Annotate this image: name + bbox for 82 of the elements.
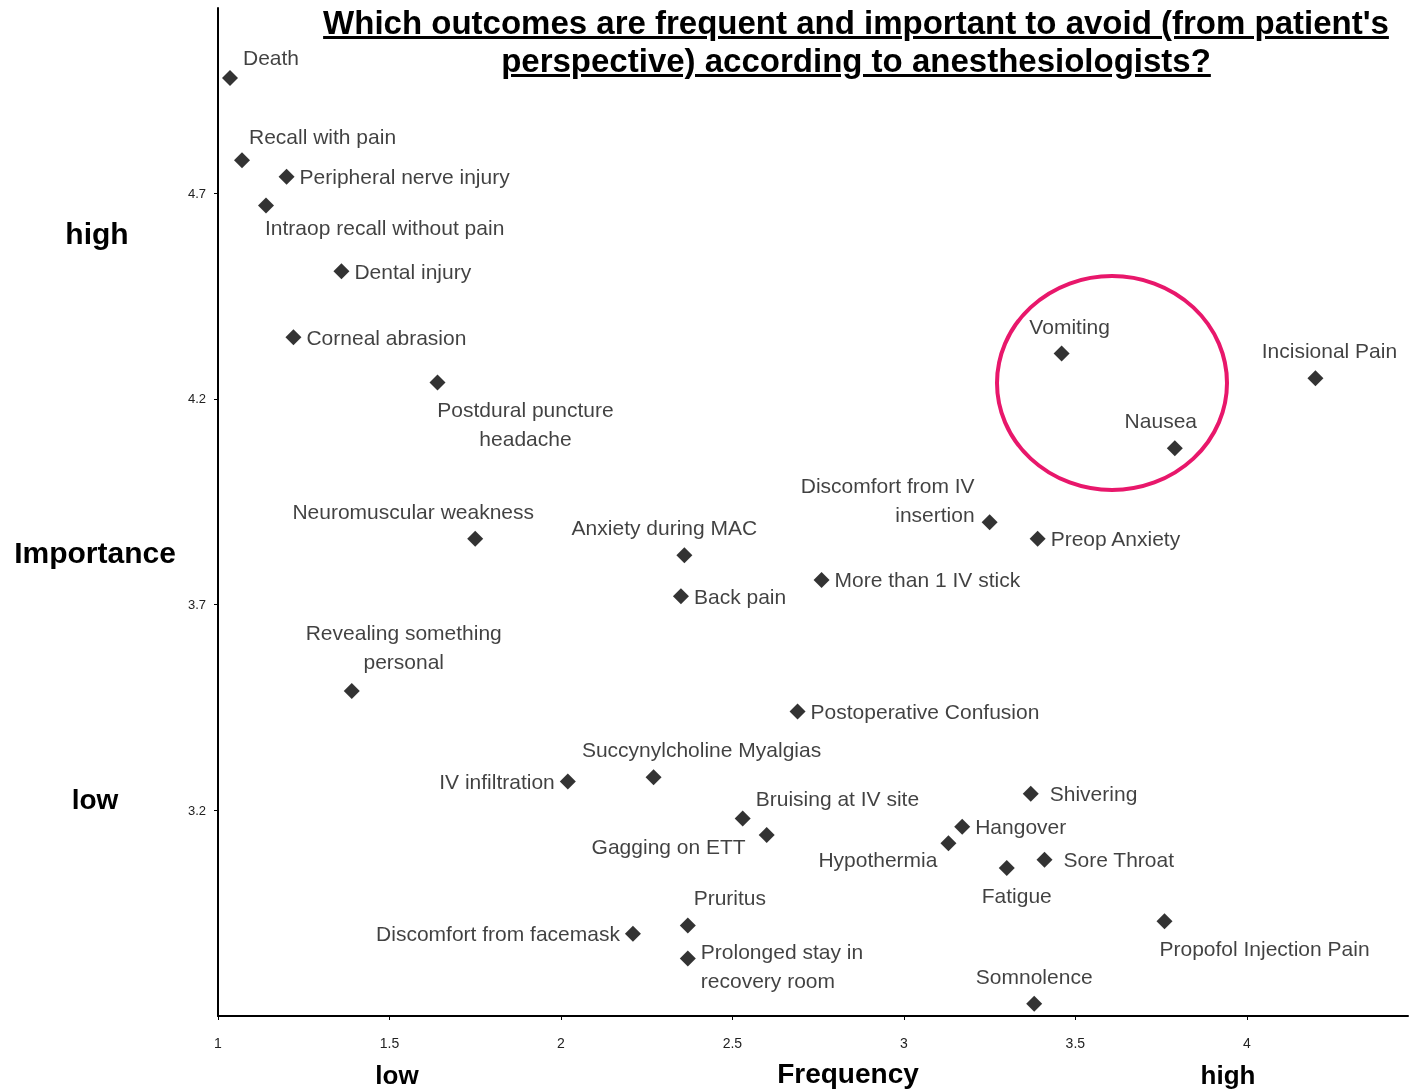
x-axis-title: Frequency: [777, 1058, 919, 1090]
point: [940, 835, 957, 852]
point: [734, 810, 751, 827]
point: [278, 168, 295, 185]
point: [258, 197, 275, 214]
series-label: Shivering: [1049, 782, 1138, 806]
text: high: [65, 217, 129, 251]
point: [981, 514, 998, 531]
point: [343, 682, 360, 699]
text: Revealing something personal: [305, 620, 502, 673]
point: [234, 152, 251, 169]
point: [998, 859, 1015, 876]
point: [758, 826, 775, 843]
series-label: Back pain: [693, 584, 787, 608]
text: Neuromuscular weakness: [292, 499, 535, 523]
point: [559, 773, 576, 790]
series-label: Pruritus: [693, 886, 767, 910]
point: [1026, 995, 1043, 1012]
series-label: Sore Throat: [1063, 848, 1175, 872]
series-label: Postoperative Confusion: [810, 700, 1040, 724]
x-tick-label: 1: [214, 1035, 223, 1051]
x-tick-label: 3.5: [1065, 1035, 1086, 1051]
series-label: More than 1 IV stick: [834, 568, 1021, 592]
x-tick-label: 2.5: [722, 1035, 743, 1051]
series-label: Fatigue: [981, 883, 1052, 907]
series-label: Somnolence: [975, 964, 1093, 988]
series-label: Hypothermia: [818, 847, 938, 871]
series-label: Anxiety during MAC: [571, 516, 758, 540]
series-label: Discomfort from facemask: [376, 922, 621, 946]
point: [222, 69, 238, 86]
x-tick-label: 4: [1242, 1035, 1251, 1051]
text: Succynylcholine Myalgias: [581, 738, 822, 762]
series-label: Death: [243, 46, 300, 70]
series-label: Incisional Pain: [1261, 339, 1398, 363]
point: [672, 588, 689, 605]
text: low: [71, 784, 119, 816]
point: [624, 925, 641, 942]
series-label: Peripheral nerve injury: [299, 165, 511, 189]
series-label: Hangover: [975, 815, 1067, 839]
point: [954, 818, 971, 835]
point: [1022, 785, 1039, 802]
point: [679, 950, 696, 967]
point: [679, 917, 696, 934]
x-tick-label: 3: [899, 1035, 908, 1051]
text: low: [375, 1059, 419, 1091]
series-label: Prolonged stay in recovery room: [700, 940, 864, 993]
series-label: Vomiting: [1029, 314, 1110, 338]
chart-title: Which outcomes are frequent and important to avoid (from patient's perspective) according to anesthesiologists?: [322, 4, 1390, 80]
point: [1156, 913, 1173, 930]
y-tick-label: 3.2: [187, 802, 206, 818]
series-label: Dental injury: [354, 259, 472, 283]
series-label: Nausea: [1124, 409, 1198, 433]
series-label: IV infiltration: [439, 769, 555, 793]
y-tick-label: 3.7: [187, 597, 206, 613]
point: [676, 547, 693, 564]
point: [1053, 345, 1070, 362]
point: [813, 571, 830, 588]
point: [1307, 370, 1324, 387]
point: [645, 769, 662, 786]
x-tick-label: 2: [557, 1035, 566, 1051]
x-tick-label: 1.5: [379, 1035, 400, 1051]
point: [285, 329, 302, 346]
point: [1166, 440, 1183, 457]
series-label: Discomfort from IV insertion: [800, 474, 975, 527]
series-label: Propofol Injection Pain: [1159, 937, 1370, 961]
point: [429, 374, 446, 391]
point: [1029, 530, 1046, 547]
series-label: Preop Anxiety: [1050, 527, 1181, 551]
y-axis-title: Importance: [14, 536, 176, 570]
point: [1036, 851, 1053, 868]
series-label: Intraop recall without pain: [265, 215, 505, 239]
series-label: Postdural puncture headache: [437, 398, 614, 451]
y-tick-label: 4.7: [187, 185, 206, 201]
series-label: Corneal abrasion: [306, 325, 467, 349]
series-label: Recall with pain: [249, 124, 397, 148]
point: [333, 263, 350, 280]
series-label: Gagging on ETT: [591, 835, 746, 859]
text: high: [1200, 1059, 1256, 1091]
series-label: Bruising at IV site: [755, 787, 920, 811]
y-tick-label: 4.2: [187, 391, 206, 407]
point: [789, 703, 806, 720]
point: [467, 530, 484, 547]
